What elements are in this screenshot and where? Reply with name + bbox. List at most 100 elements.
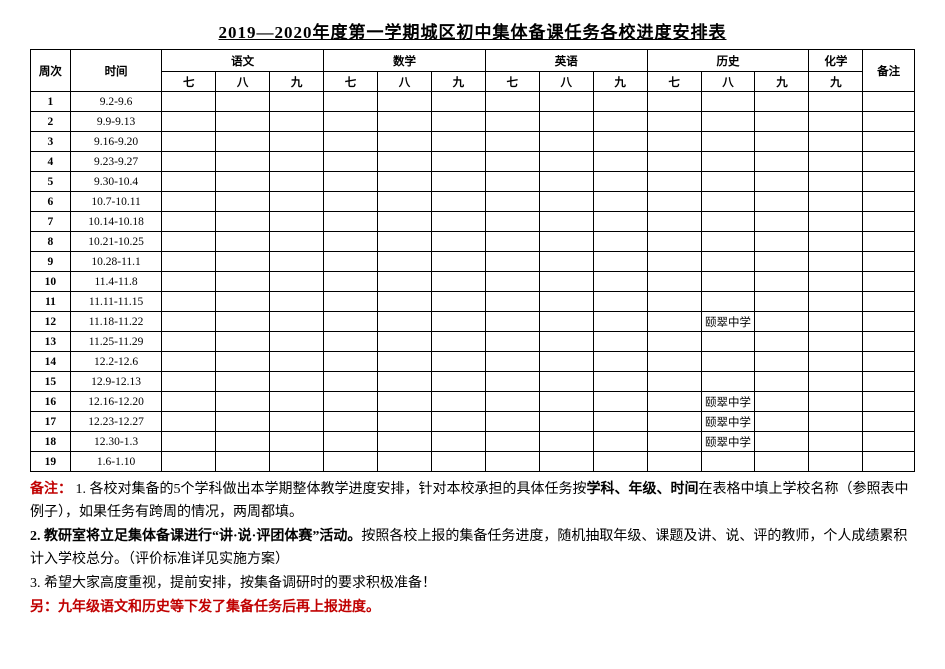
cell-data	[701, 332, 755, 352]
cell-data	[863, 232, 915, 252]
cell-data	[431, 392, 485, 412]
cell-data	[755, 172, 809, 192]
note-1a: 1. 各校对集备的5个学科做出本学期整体教学进度安排，针对本校承担的具体任务按	[76, 482, 587, 497]
cell-week: 11	[31, 292, 71, 312]
cell-time: 9.30-10.4	[70, 172, 161, 192]
cell-data: 颐翠中学	[701, 392, 755, 412]
cell-data	[324, 432, 378, 452]
table-row: 1111.11-11.15	[31, 292, 915, 312]
cell-data	[270, 112, 324, 132]
cell-data	[539, 332, 593, 352]
cell-data	[162, 212, 216, 232]
cell-data	[755, 112, 809, 132]
cell-data	[216, 232, 270, 252]
cell-data	[809, 92, 863, 112]
cell-data	[593, 212, 647, 232]
cell-data	[431, 432, 485, 452]
cell-data	[324, 252, 378, 272]
note-4b: 九年级语文和历史等下发了集备任务后再上报进度。	[58, 600, 380, 615]
cell-time: 9.2-9.6	[70, 92, 161, 112]
table-row: 1311.25-11.29	[31, 332, 915, 352]
cell-data	[324, 192, 378, 212]
cell-data	[647, 452, 701, 472]
cell-data	[863, 212, 915, 232]
cell-data	[863, 432, 915, 452]
table-row: 1011.4-11.8	[31, 272, 915, 292]
cell-data	[162, 272, 216, 292]
cell-data	[431, 372, 485, 392]
cell-data	[431, 312, 485, 332]
cell-data	[431, 412, 485, 432]
cell-data	[431, 332, 485, 352]
table-row: 910.28-11.1	[31, 252, 915, 272]
table-row: 1512.9-12.13	[31, 372, 915, 392]
cell-data	[647, 432, 701, 452]
cell-data	[324, 272, 378, 292]
cell-data	[431, 452, 485, 472]
cell-data	[377, 372, 431, 392]
cell-data	[701, 92, 755, 112]
cell-data	[216, 312, 270, 332]
cell-data	[593, 132, 647, 152]
cell-data	[593, 252, 647, 272]
cell-data	[755, 252, 809, 272]
cell-data	[863, 112, 915, 132]
cell-data	[324, 132, 378, 152]
cell-data	[485, 312, 539, 332]
th-subject-chemistry: 化学	[809, 50, 863, 72]
table-row: 49.23-9.27	[31, 152, 915, 172]
cell-time: 9.9-9.13	[70, 112, 161, 132]
cell-data	[485, 372, 539, 392]
cell-data	[809, 152, 863, 172]
cell-week: 3	[31, 132, 71, 152]
cell-data	[324, 452, 378, 472]
cell-data	[377, 432, 431, 452]
cell-data	[755, 132, 809, 152]
cell-data	[593, 232, 647, 252]
cell-data	[809, 372, 863, 392]
schedule-table: 周次 时间 语文 数学 英语 历史 化学 备注 七 八 九 七 八 九 七 八 …	[30, 49, 915, 472]
cell-data	[216, 132, 270, 152]
cell-week: 12	[31, 312, 71, 332]
cell-data	[377, 332, 431, 352]
cell-data	[377, 292, 431, 312]
table-row: 19.2-9.6	[31, 92, 915, 112]
cell-data	[270, 252, 324, 272]
cell-week: 15	[31, 372, 71, 392]
cell-data	[863, 132, 915, 152]
cell-data	[647, 192, 701, 212]
cell-time: 12.30-1.3	[70, 432, 161, 452]
cell-data	[539, 192, 593, 212]
cell-data	[377, 192, 431, 212]
cell-data	[701, 272, 755, 292]
cell-data	[324, 152, 378, 172]
cell-data: 颐翠中学	[701, 312, 755, 332]
cell-data	[539, 292, 593, 312]
cell-data	[593, 312, 647, 332]
cell-data	[593, 152, 647, 172]
cell-data	[647, 152, 701, 172]
cell-data	[162, 292, 216, 312]
table-row: 1211.18-11.22颐翠中学	[31, 312, 915, 332]
cell-data	[755, 272, 809, 292]
cell-week: 8	[31, 232, 71, 252]
cell-data	[270, 332, 324, 352]
th-note: 备注	[863, 50, 915, 92]
cell-time: 10.7-10.11	[70, 192, 161, 212]
cell-week: 13	[31, 332, 71, 352]
cell-data	[216, 292, 270, 312]
cell-data	[593, 192, 647, 212]
cell-data	[863, 172, 915, 192]
cell-data	[701, 252, 755, 272]
cell-data	[593, 432, 647, 452]
cell-data	[863, 252, 915, 272]
cell-data	[593, 412, 647, 432]
cell-data	[593, 352, 647, 372]
cell-data	[216, 172, 270, 192]
cell-data	[539, 172, 593, 192]
cell-data	[485, 112, 539, 132]
cell-data	[809, 392, 863, 412]
cell-data	[755, 452, 809, 472]
cell-week: 6	[31, 192, 71, 212]
cell-data	[701, 152, 755, 172]
